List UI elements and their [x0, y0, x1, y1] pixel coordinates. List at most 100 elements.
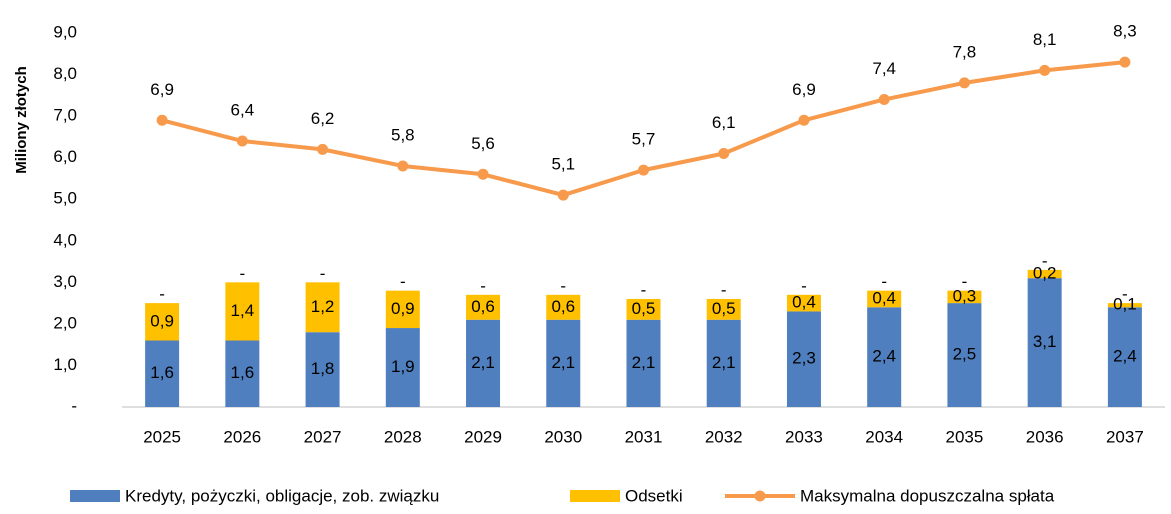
bar-segment	[305, 282, 340, 333]
y-tick-label: 6,0	[53, 147, 77, 166]
data-label: 0,3	[953, 286, 977, 305]
data-label: 0,1	[1113, 295, 1137, 314]
data-label: -	[560, 276, 566, 295]
data-label: -	[641, 280, 647, 299]
data-label: 2,1	[471, 353, 495, 372]
data-label: -	[400, 272, 406, 291]
line-marker	[718, 148, 730, 160]
data-label: 1,6	[150, 363, 174, 382]
bar-segment	[867, 307, 902, 407]
bar-segment	[546, 319, 581, 407]
legend-marker	[754, 490, 766, 502]
data-label: 0,4	[872, 288, 896, 307]
bar-segment	[546, 294, 581, 320]
data-label: 8,1	[1033, 30, 1057, 49]
data-label: -	[962, 272, 968, 291]
y-tick-label: 8,0	[53, 64, 77, 83]
x-tick-label: 2031	[625, 427, 663, 446]
line-marker	[236, 135, 248, 147]
x-tick-label: 2034	[865, 427, 903, 446]
line-marker	[638, 164, 649, 176]
bar-segment	[305, 332, 340, 407]
bar-segment	[947, 290, 982, 304]
data-label: 5,8	[391, 125, 415, 144]
bar-segment	[626, 319, 661, 407]
bar-segment	[947, 303, 982, 407]
line-marker	[317, 143, 329, 155]
bar-segment	[786, 311, 821, 407]
line-marker	[1039, 64, 1051, 76]
legend-label: Kredyty, pożyczki, obligacje, zob. związ…	[125, 486, 439, 505]
data-label: 1,2	[311, 297, 335, 316]
y-tick-label: 1,0	[53, 355, 77, 374]
data-label: 7,8	[953, 42, 977, 61]
bar-segment	[1107, 303, 1142, 308]
x-tick-label: 2032	[705, 427, 743, 446]
bar-segment	[1107, 307, 1142, 407]
bar-segment	[225, 340, 260, 407]
data-label: -	[480, 276, 486, 295]
data-label: -	[801, 276, 807, 295]
data-label: 1,9	[391, 357, 415, 376]
legend-label: Odsetki	[625, 486, 683, 505]
data-label: -	[320, 264, 326, 283]
data-label: 0,4	[792, 293, 816, 312]
data-label: 0,5	[712, 299, 736, 318]
y-tick-label: 9,0	[53, 22, 77, 41]
y-tick-label: 4,0	[53, 230, 77, 249]
x-tick-label: 2026	[223, 427, 261, 446]
x-tick-label: 2036	[1026, 427, 1064, 446]
data-label: 2,4	[872, 347, 896, 366]
data-label: 0,6	[471, 297, 495, 316]
data-label: 0,9	[150, 311, 174, 330]
data-label: 7,4	[872, 59, 896, 78]
data-label: 6,1	[712, 113, 736, 132]
data-label: 3,1	[1033, 332, 1057, 351]
x-tick-label: 2030	[544, 427, 582, 446]
bar-segment	[145, 303, 180, 341]
data-label: 2,1	[551, 353, 575, 372]
line-marker	[477, 168, 489, 180]
data-label: 6,2	[311, 109, 335, 128]
data-label: 0,6	[551, 297, 575, 316]
y-tick-label: 3,0	[53, 272, 77, 291]
bar-segment	[1027, 269, 1062, 279]
bar-segment	[706, 298, 741, 320]
bar-segment	[466, 319, 501, 407]
data-label: 2,4	[1113, 347, 1137, 366]
legend-swatch	[570, 490, 620, 502]
line-marker	[878, 93, 890, 105]
line-marker	[798, 114, 810, 126]
y-tick-label: 2,0	[53, 313, 77, 332]
data-label: 1,8	[311, 359, 335, 378]
data-label: 5,1	[551, 155, 575, 174]
line-marker	[557, 189, 569, 201]
data-label: 1,4	[231, 301, 255, 320]
data-label: 2,3	[792, 349, 816, 368]
y-axis-title: Miliony złotych	[13, 66, 30, 174]
bar-segment	[867, 290, 902, 308]
data-label: -	[159, 285, 165, 304]
data-label: -	[240, 264, 246, 283]
data-label: -	[1122, 285, 1128, 304]
bar-segment	[706, 319, 741, 407]
x-tick-label: 2025	[143, 427, 181, 446]
y-tick-label: 7,0	[53, 106, 77, 125]
data-label: 0,5	[632, 299, 656, 318]
line-marker	[397, 160, 409, 172]
data-label: -	[881, 272, 887, 291]
x-tick-label: 2037	[1106, 427, 1144, 446]
data-label: 6,4	[231, 101, 255, 120]
line-marker	[156, 114, 168, 126]
data-label: 2,1	[712, 353, 736, 372]
bar-segment	[626, 298, 661, 320]
data-label: -	[721, 280, 727, 299]
data-label: 5,7	[632, 130, 656, 149]
legend-label: Maksymalna dopuszczalna spłata	[800, 486, 1055, 505]
y-tick-label: 5,0	[53, 189, 77, 208]
data-label: 0,9	[391, 299, 415, 318]
data-label: 1,6	[231, 363, 255, 382]
bar-segment	[225, 282, 260, 341]
data-label: 2,5	[953, 345, 977, 364]
